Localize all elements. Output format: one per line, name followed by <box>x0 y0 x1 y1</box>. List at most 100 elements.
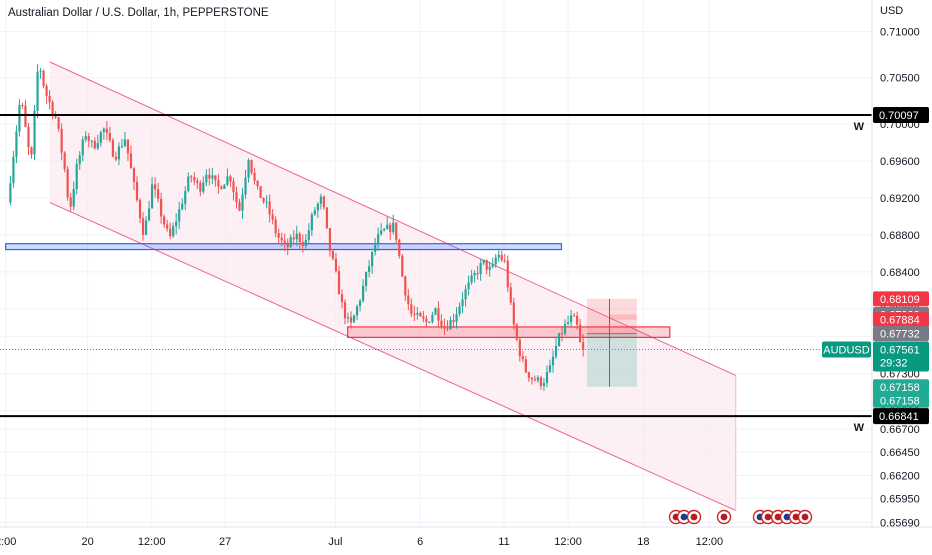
candle-body <box>295 233 298 240</box>
candle-body <box>563 323 567 334</box>
candle-body <box>187 176 190 191</box>
candle-body <box>178 209 181 222</box>
candle-body <box>63 152 66 169</box>
candle-body <box>488 266 491 270</box>
last-price-badge <box>873 341 929 372</box>
candle-body <box>27 126 30 148</box>
zone-rectangle[interactable] <box>5 243 563 251</box>
candle-body <box>386 224 389 230</box>
candle-body <box>518 339 521 357</box>
candle-body <box>21 104 24 106</box>
news-flag-center <box>792 513 800 521</box>
candle-body <box>334 258 338 272</box>
price-axis-tick-label: 0.65690 <box>880 518 920 530</box>
candle-body <box>150 184 154 209</box>
candle-body <box>413 313 416 315</box>
candle-body <box>319 196 322 204</box>
news-events[interactable] <box>668 509 813 525</box>
candle-body <box>105 128 108 134</box>
candle-body <box>473 272 476 276</box>
candle-body <box>111 140 114 157</box>
candle-body <box>482 259 485 264</box>
candle-body <box>509 287 512 303</box>
candle-body <box>536 377 540 381</box>
candle-body <box>12 156 15 184</box>
bar-countdown-text: 29:32 <box>880 357 908 369</box>
position-target-zone[interactable] <box>586 333 637 387</box>
candle-body <box>36 71 39 111</box>
weekly-level-tag: W <box>854 422 865 434</box>
candle-body <box>304 239 307 246</box>
candle-body <box>81 139 84 156</box>
candle-body <box>45 85 48 97</box>
candle-body <box>117 146 121 160</box>
candle-body <box>497 254 500 258</box>
candle-body <box>431 314 434 322</box>
candle-body <box>554 345 558 357</box>
candle-body <box>253 172 256 181</box>
candle-body <box>84 136 87 140</box>
candle-body <box>250 160 253 173</box>
candle-body <box>220 186 223 189</box>
time-axis-label: 12:00 <box>696 536 724 548</box>
price-label-badge <box>873 392 929 408</box>
candle-body <box>69 197 72 207</box>
candle-body <box>256 180 259 187</box>
candle-body <box>232 181 235 193</box>
candle-body <box>434 308 437 315</box>
candle-body <box>271 214 274 220</box>
candle-body <box>93 140 96 149</box>
position-stop-zone[interactable] <box>586 298 637 334</box>
price-axis[interactable]: USD0.710000.705000.700000.696000.692000.… <box>871 0 932 550</box>
channel-lower-line[interactable] <box>49 202 736 511</box>
candle-body <box>99 131 102 143</box>
candle-body <box>361 285 365 301</box>
time-axis-label: 11 <box>498 536 509 548</box>
time-axis-label: 12:00 <box>138 536 166 548</box>
price-axis-tick-label: 0.69200 <box>880 193 920 205</box>
candle-body <box>395 222 398 240</box>
candle-body <box>175 221 178 227</box>
news-event-icon[interactable] <box>686 509 702 525</box>
candle-body <box>229 176 232 182</box>
candle-body <box>298 233 301 242</box>
news-flag-center <box>680 513 688 521</box>
candle-body <box>190 176 193 178</box>
candle-body <box>512 302 515 325</box>
candle-body <box>307 230 310 240</box>
candle-body <box>313 210 316 215</box>
candle-body <box>226 176 229 185</box>
candle-body <box>494 257 497 265</box>
candle-body <box>310 214 313 231</box>
zone-rectangle[interactable] <box>347 326 671 338</box>
channel-fill <box>49 62 736 511</box>
candle-body <box>364 271 368 286</box>
news-event-icon[interactable] <box>797 509 813 525</box>
candle-body <box>440 320 443 327</box>
candle-body <box>135 181 139 201</box>
news-flag-center <box>801 513 809 521</box>
price-axis-tick-label: 0.66700 <box>880 424 920 436</box>
price-label-badge <box>873 312 929 328</box>
weekly-level-tag: W <box>854 121 865 133</box>
chart-title: Australian Dollar / U.S. Dollar, 1h, PEP… <box>8 7 269 19</box>
candle-body <box>217 180 220 187</box>
price-axis-tick-label: 0.71000 <box>880 27 920 39</box>
time-axis-label: 20 <box>82 536 94 548</box>
news-event-icon[interactable] <box>716 509 732 525</box>
candle-body <box>274 219 277 234</box>
candle-body <box>126 139 130 154</box>
time-axis-label: 12:00 <box>554 536 582 548</box>
candle-body <box>181 203 184 210</box>
symbol-tag[interactable] <box>822 341 871 358</box>
candle-body <box>572 315 576 317</box>
candle-body <box>521 356 524 360</box>
candle-body <box>374 244 377 252</box>
candle-body <box>259 186 262 198</box>
price-axis-background <box>872 0 932 550</box>
candle-body <box>458 306 461 315</box>
time-axis[interactable]: 2:00 20 12:00 27 Jul 6 11 12:00 18 12:00 <box>0 526 932 548</box>
candle-body <box>485 259 488 270</box>
